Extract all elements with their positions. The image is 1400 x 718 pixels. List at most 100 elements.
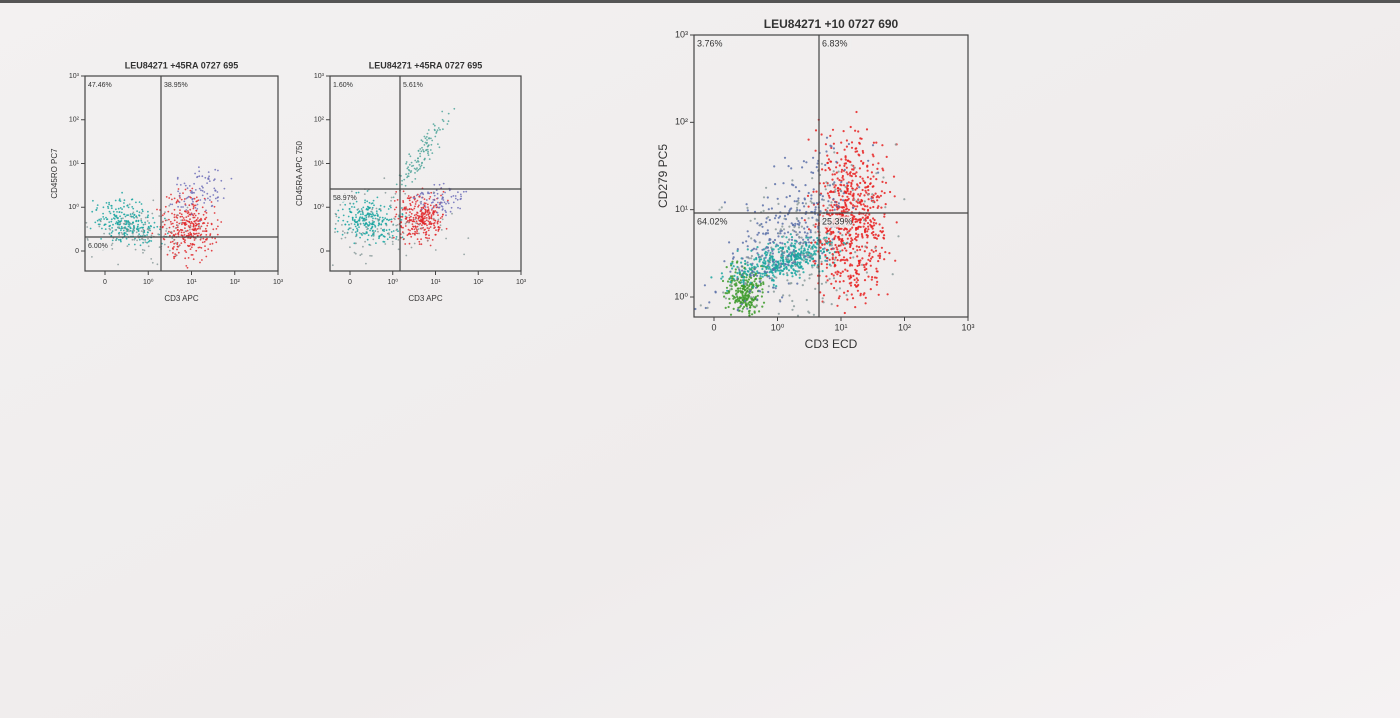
event-dot xyxy=(814,231,817,234)
y-tick-label: 0 xyxy=(75,248,79,255)
event-dot xyxy=(871,227,874,230)
event-dot xyxy=(405,221,408,223)
event-dot xyxy=(353,251,356,254)
event-dot xyxy=(408,216,411,219)
event-dot xyxy=(86,226,89,228)
plot-frame xyxy=(84,75,279,272)
event-dot xyxy=(392,230,395,232)
event-dot xyxy=(860,233,864,236)
event-dot xyxy=(184,184,187,187)
event-dot xyxy=(408,199,411,202)
event-dot xyxy=(781,225,784,228)
event-dot xyxy=(732,265,735,268)
event-dot xyxy=(152,217,155,219)
event-dot xyxy=(119,215,121,218)
event-dot xyxy=(438,228,440,231)
event-dot xyxy=(726,289,729,292)
event-dot xyxy=(815,219,818,222)
event-dot xyxy=(422,203,425,206)
event-dot xyxy=(421,214,424,217)
event-dot xyxy=(201,206,204,209)
event-dot xyxy=(370,234,373,237)
event-dot xyxy=(425,142,428,145)
event-dot xyxy=(791,308,794,311)
event-dot xyxy=(354,225,357,228)
event-dot xyxy=(714,291,717,294)
event-dot xyxy=(756,270,759,273)
event-dot xyxy=(777,221,780,224)
event-dot xyxy=(189,189,192,192)
event-dot xyxy=(189,225,192,228)
event-dot xyxy=(205,234,208,236)
event-dot xyxy=(443,201,446,204)
event-dot xyxy=(171,203,174,206)
event-dot xyxy=(194,189,197,191)
x-tick-label: 10³ xyxy=(516,279,527,286)
event-dot xyxy=(422,231,425,234)
event-dot xyxy=(791,275,794,278)
event-dot xyxy=(756,222,759,225)
event-dot xyxy=(805,234,808,237)
event-dot xyxy=(838,287,842,290)
event-dot xyxy=(126,214,128,217)
event-dot xyxy=(735,282,738,285)
event-dot xyxy=(858,245,861,249)
event-dot xyxy=(848,242,851,245)
event-dot xyxy=(746,245,749,248)
event-dot xyxy=(394,215,397,218)
event-dot xyxy=(168,226,171,229)
event-dot xyxy=(770,246,773,249)
event-dot xyxy=(792,305,796,308)
event-dot xyxy=(821,195,825,198)
event-dot xyxy=(119,222,122,225)
event-dot xyxy=(721,275,724,278)
event-dot xyxy=(369,222,371,225)
event-dot xyxy=(852,274,855,277)
event-dot xyxy=(432,217,435,220)
event-dot xyxy=(876,167,879,170)
event-dot xyxy=(181,221,184,224)
event-dot xyxy=(142,234,145,236)
event-dot xyxy=(761,264,764,267)
event-dot xyxy=(779,241,782,244)
event-dot xyxy=(841,258,845,261)
event-dot xyxy=(148,229,151,232)
event-dot xyxy=(819,241,822,244)
event-dot xyxy=(373,221,376,223)
event-dot xyxy=(427,206,429,209)
event-dot xyxy=(849,276,852,279)
event-dot xyxy=(405,212,408,214)
event-dot xyxy=(833,173,837,176)
event-dot xyxy=(732,297,735,300)
event-dot xyxy=(196,223,199,226)
event-dot xyxy=(110,231,113,234)
event-dot xyxy=(426,227,429,229)
event-dot xyxy=(151,261,154,264)
event-dot xyxy=(861,177,864,180)
event-dot xyxy=(122,227,125,229)
event-dot xyxy=(850,242,853,245)
event-dot xyxy=(198,166,200,169)
event-dot xyxy=(442,213,444,216)
event-dot xyxy=(720,272,724,275)
event-dot xyxy=(104,228,107,231)
event-dot xyxy=(204,227,207,230)
event-dot xyxy=(205,209,207,212)
event-dot xyxy=(141,221,143,224)
event-dot xyxy=(787,269,791,272)
event-dot xyxy=(426,203,429,206)
event-dot xyxy=(731,252,735,255)
event-dot xyxy=(206,237,208,240)
event-dot xyxy=(375,210,378,213)
event-dot xyxy=(807,138,810,141)
event-dot xyxy=(756,263,759,266)
event-dot xyxy=(186,266,189,269)
event-dot xyxy=(838,254,841,257)
event-dot xyxy=(780,257,783,260)
event-dot xyxy=(117,219,120,222)
event-dot xyxy=(418,204,420,207)
event-dot xyxy=(852,256,855,259)
event-dot xyxy=(375,242,377,245)
event-dot xyxy=(108,225,111,228)
event-dot xyxy=(864,214,867,217)
